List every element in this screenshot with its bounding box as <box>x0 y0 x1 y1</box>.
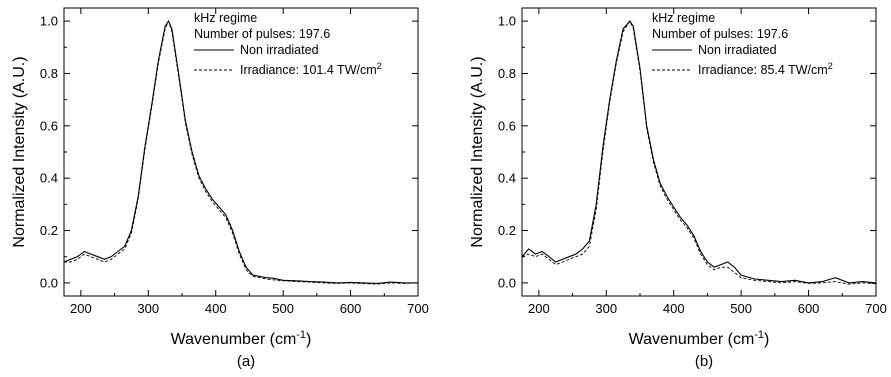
annotation-text: Number of pulses: 197.6 <box>652 27 788 41</box>
annotation-text: kHz regime <box>194 11 257 25</box>
x-axis-label: Wavenumber (cm-1) <box>171 329 312 348</box>
y-tick-label: 0.0 <box>40 275 58 290</box>
x-axis-label-end: ) <box>764 331 769 348</box>
legend-label: Non irradiated <box>698 43 777 57</box>
annotation-text: Number of pulses: 197.6 <box>194 27 330 41</box>
y-tick-label: 0.2 <box>40 223 58 238</box>
legend-label-exponent: 2 <box>828 61 833 71</box>
y-tick-label: 0.4 <box>40 171 58 186</box>
series-line-irradiated <box>521 20 877 285</box>
legend-label-exponent: 2 <box>377 61 382 71</box>
y-tick-label: 0.0 <box>498 275 516 290</box>
y-tick-label: 0.8 <box>40 66 58 81</box>
legend-label-text: Irradiance: 101.4 TW/cm <box>240 63 377 77</box>
legend-label-text: Non irradiated <box>698 43 777 57</box>
panel-label: (a) <box>237 353 255 370</box>
x-tick-label: 700 <box>865 301 887 316</box>
y-tick-label: 0.2 <box>498 223 516 238</box>
chart-panel-b: 200 300 400 500 600 700 0.0 0.2 0.4 0.6 0.8 1.0 Wave… <box>469 7 887 370</box>
x-axis-label-exponent: -1 <box>754 329 764 341</box>
legend-label-text: Irradiance: 85.4 TW/cm <box>698 63 828 77</box>
x-tick-label: 400 <box>205 301 227 316</box>
x-tick-label: 600 <box>340 301 362 316</box>
y-tick-label: 0.6 <box>498 118 516 133</box>
series-line-non-irradiated <box>63 19 418 284</box>
y-tick-label: 0.4 <box>498 171 516 186</box>
x-tick-label: 700 <box>407 301 429 316</box>
series-line-non-irradiated <box>521 20 877 284</box>
series-line-irradiated <box>64 19 419 285</box>
legend-label: Irradiance: 85.4 TW/cm2 <box>698 61 833 77</box>
panel-label: (b) <box>695 353 713 370</box>
y-tick-label: 0.8 <box>498 66 516 81</box>
y-tick-label: 0.6 <box>40 118 58 133</box>
x-tick-label: 300 <box>595 301 617 316</box>
x-axis-label-end: ) <box>306 331 311 348</box>
x-tick-label: 600 <box>798 301 820 316</box>
x-axis-label-text: Wavenumber (cm <box>629 331 755 348</box>
x-axis-label: Wavenumber (cm-1) <box>629 329 770 348</box>
y-tick-label: 1.0 <box>498 14 516 29</box>
x-tick-label: 400 <box>663 301 685 316</box>
x-tick-label: 200 <box>70 301 92 316</box>
legend-label-text: Non irradiated <box>240 43 319 57</box>
x-tick-label: 200 <box>528 301 550 316</box>
y-tick-label: 1.0 <box>40 14 58 29</box>
legend-label: Irradiance: 101.4 TW/cm2 <box>240 61 382 77</box>
x-tick-label: 500 <box>730 301 752 316</box>
x-axis-label-exponent: -1 <box>296 329 306 341</box>
legend-label: Non irradiated <box>240 43 319 57</box>
x-axis-label-text: Wavenumber (cm <box>171 331 297 348</box>
x-tick-label: 500 <box>272 301 294 316</box>
y-axis-label: Normalized Intensity (A.U.) <box>11 56 28 247</box>
x-tick-label: 300 <box>137 301 159 316</box>
chart-panel-a: 200 300 400 500 600 700 0.0 0.2 0.4 0.6 0.8 1.0 Wave… <box>11 7 429 370</box>
annotation-text: kHz regime <box>652 11 715 25</box>
y-axis-label: Normalized Intensity (A.U.) <box>469 56 486 247</box>
